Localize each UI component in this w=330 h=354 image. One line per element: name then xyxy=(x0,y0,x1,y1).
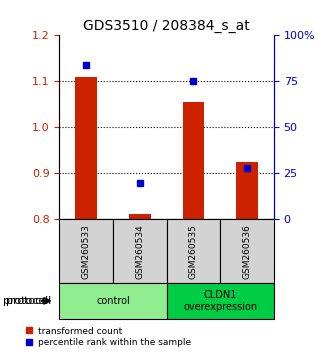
Bar xyxy=(183,102,204,219)
FancyBboxPatch shape xyxy=(59,283,167,319)
FancyBboxPatch shape xyxy=(59,219,113,283)
Text: GSM260534: GSM260534 xyxy=(135,224,144,279)
Text: protocol: protocol xyxy=(3,296,49,306)
Text: GSM260536: GSM260536 xyxy=(243,224,251,279)
Text: GSM260535: GSM260535 xyxy=(189,224,198,279)
Bar xyxy=(76,77,97,219)
Text: GSM260533: GSM260533 xyxy=(82,224,91,279)
FancyBboxPatch shape xyxy=(167,283,274,319)
Text: control: control xyxy=(96,296,130,306)
Legend: transformed count, percentile rank within the sample: transformed count, percentile rank withi… xyxy=(24,327,191,347)
Bar xyxy=(236,162,258,219)
FancyBboxPatch shape xyxy=(113,219,167,283)
Text: protocol: protocol xyxy=(6,296,51,306)
Text: CLDN1
overexpression: CLDN1 overexpression xyxy=(183,290,257,312)
Title: GDS3510 / 208384_s_at: GDS3510 / 208384_s_at xyxy=(83,19,250,33)
FancyBboxPatch shape xyxy=(167,219,220,283)
Bar xyxy=(129,214,150,219)
FancyBboxPatch shape xyxy=(220,219,274,283)
